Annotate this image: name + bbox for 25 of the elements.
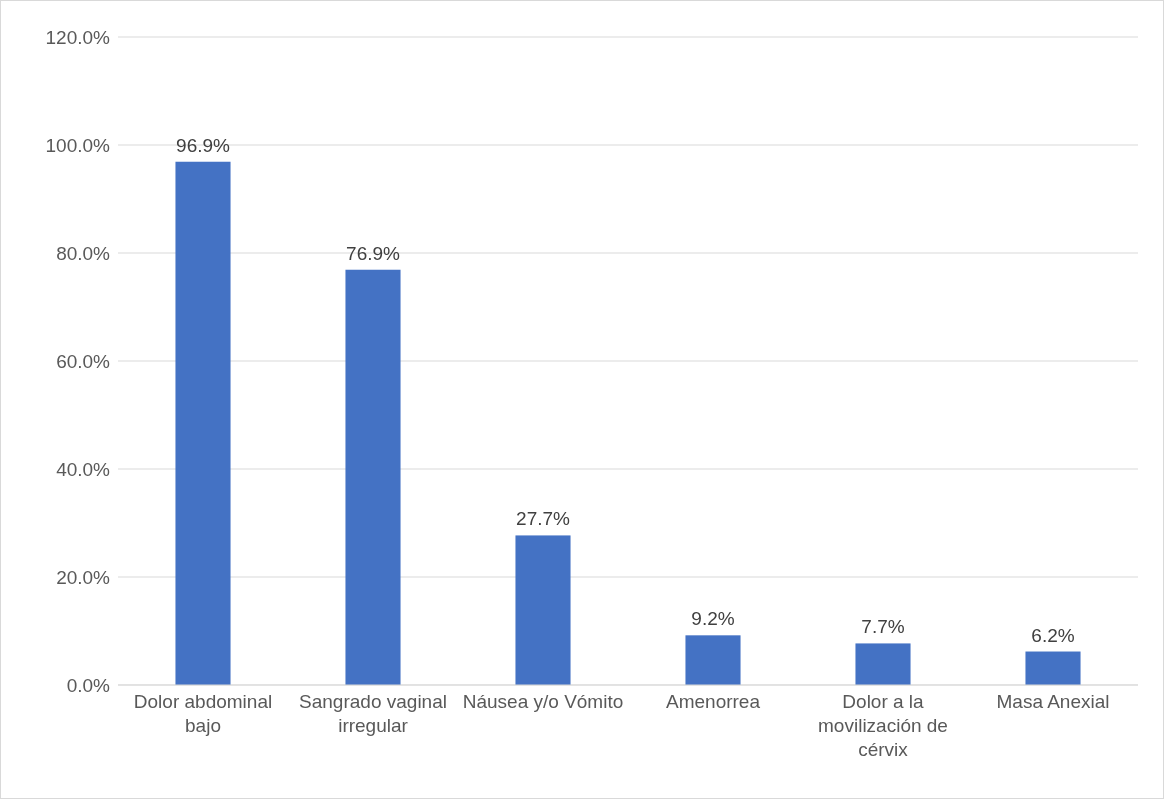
data-label: 9.2% [691,608,735,630]
y-tick-label: 60.0% [56,350,111,372]
x-tick-label: Amenorrea [666,691,761,713]
data-label: 27.7% [516,508,571,530]
bar [345,269,401,685]
x-tick-label: Sangrado vaginal irregular [299,691,447,737]
x-tick-label: Náusea y/o Vómito [462,691,624,713]
x-tick-label: Dolor abdominal bajo [133,691,273,737]
y-tick-label: 80.0% [56,242,111,264]
bar [1025,651,1081,685]
bar [685,635,741,685]
y-tick-label: 40.0% [56,458,111,480]
data-label: 96.9% [176,134,231,156]
y-tick-label: 0.0% [66,674,111,696]
x-tick-label: Dolor a la movilización de cérvix [818,691,948,760]
bar [855,643,911,685]
x-tick-label: Masa Anexial [996,691,1110,713]
y-tick-label: 120.0% [45,26,111,48]
bar [515,535,571,685]
data-label: 76.9% [346,242,401,264]
y-tick-label: 20.0% [56,566,111,588]
bar [175,161,231,685]
y-tick-label: 100.0% [45,134,111,156]
data-label: 6.2% [1031,624,1075,646]
data-label: 7.7% [861,616,905,638]
